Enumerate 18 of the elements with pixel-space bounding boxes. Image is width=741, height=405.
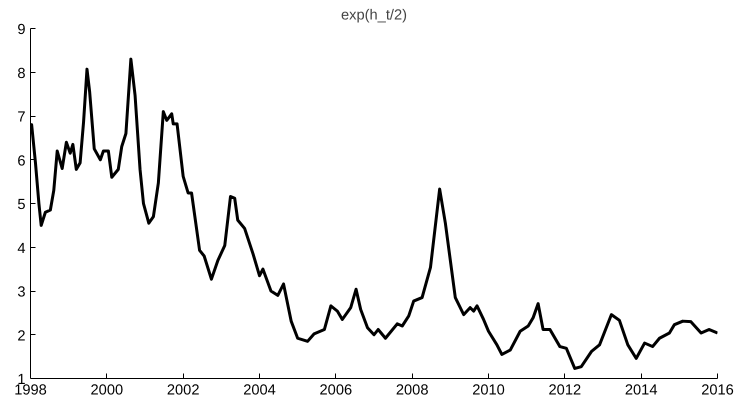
- y-tick-label: 5: [17, 197, 26, 213]
- x-tick-label: 2006: [320, 382, 352, 398]
- chart-title: exp(h_t/2): [341, 8, 408, 24]
- y-tick-label: 9: [17, 22, 26, 38]
- y-tick-label: 7: [17, 110, 26, 126]
- x-tick-label: 2000: [90, 382, 124, 398]
- y-tick-label: 6: [17, 153, 26, 170]
- x-tick-label: 2016: [701, 382, 734, 398]
- x-tick-label: 2008: [396, 382, 428, 398]
- y-tick-label: 8: [17, 66, 26, 82]
- y-tick-label: 3: [17, 284, 26, 300]
- y-tick-label: 2: [17, 328, 26, 344]
- x-tick-label: 2012: [548, 382, 582, 398]
- y-tick-label: 4: [17, 240, 26, 257]
- x-tick-label: 2004: [243, 382, 276, 398]
- x-tick-label: 2014: [624, 382, 658, 398]
- x-tick-label: 2010: [472, 382, 505, 398]
- x-tick-label: 2002: [166, 382, 200, 398]
